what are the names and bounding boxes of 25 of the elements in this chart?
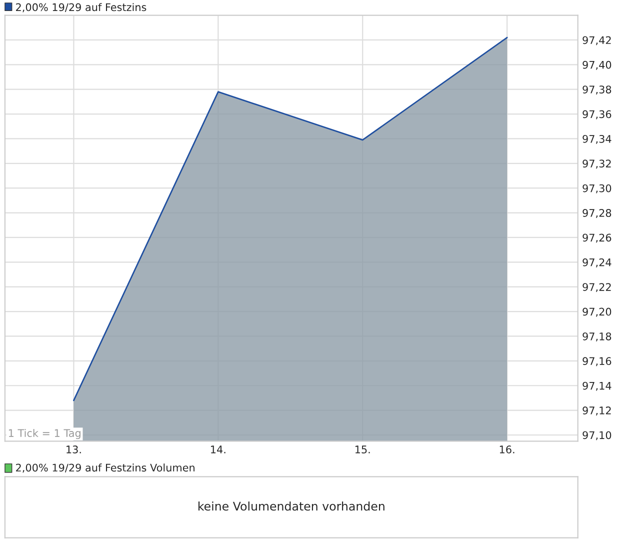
legend-label: 2,00% 19/29 auf Festzins: [16, 3, 146, 12]
y-tick-label: 97,28: [582, 209, 612, 218]
y-tick-label: 97,26: [582, 234, 612, 243]
y-tick-label: 97,10: [582, 431, 612, 440]
y-tick-label: 97,18: [582, 332, 612, 342]
y-tick-label: 97,40: [582, 60, 612, 70]
y-tick-label: 97,12: [582, 406, 611, 416]
y-tick-label: 97,38: [582, 86, 612, 95]
y-tick-label: 97,20: [582, 308, 612, 317]
annotation: 1 Tick = 1 Tag: [8, 428, 80, 440]
y-tick-label: 97,32: [582, 160, 611, 169]
y-tick-label: 97,36: [582, 110, 612, 120]
y-tick-label: 97,42: [582, 36, 611, 46]
x-tick-label: 16.: [500, 446, 514, 454]
y-tick-label: 97,34: [582, 134, 612, 144]
text: 2,00% 19/29 auf Festzins Volumen: [16, 464, 194, 473]
text: keine Volumendaten vorhanden: [198, 502, 384, 511]
x-tick-label: 15.: [355, 446, 370, 454]
y-tick-label: 97,30: [582, 184, 612, 194]
y-tick-label: 97,16: [582, 357, 612, 366]
y-tick-label: 97,22: [582, 283, 611, 292]
x-tick-label: 13.: [66, 446, 81, 454]
y-tick-label: 97,24: [582, 258, 612, 268]
y-tick-label: 97,14: [582, 382, 612, 391]
x-tick-label: 14.: [211, 446, 226, 454]
